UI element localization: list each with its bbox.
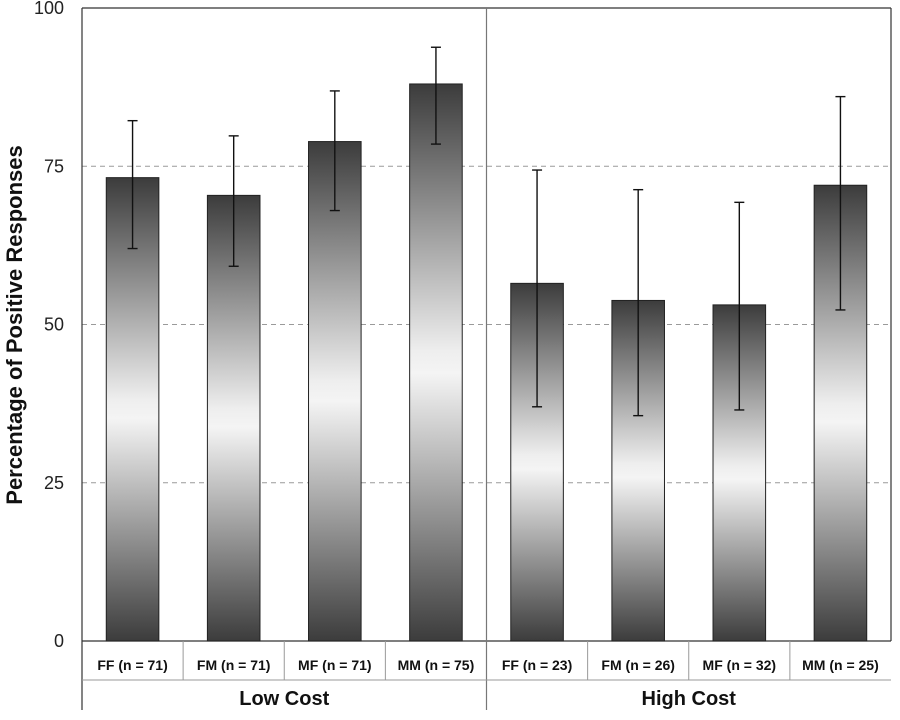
bar-0-2 [308,141,362,642]
plot-frame [81,7,892,710]
x-axis-category-labels: FF (n = 71) FM (n = 71) MF (n = 71) MM (n =… [97,657,878,673]
x-category-label-0-2: MF (n = 71) [298,657,372,673]
x-category-label-0-1: FM (n = 71) [197,657,271,673]
y-axis-ticks: 0 25 50 75 100 [34,0,64,651]
x-category-label-1-1: FM (n = 26) [601,657,675,673]
y-tick-label-50: 50 [44,315,64,335]
y-tick-label-75: 75 [44,156,64,176]
x-category-label-1-2: MF (n = 32) [703,657,777,673]
group-label-1: High Cost [642,688,737,710]
bar-0-3 [409,83,463,642]
x-category-label-0-3: MM (n = 75) [398,657,475,673]
x-axis-group-labels: Low Cost High Cost [239,688,736,710]
bar-0-1 [206,194,261,642]
error-bars [127,46,846,417]
y-tick-label-25: 25 [44,473,64,493]
bar-0-0 [105,177,160,642]
y-tick-label-100: 100 [34,0,64,18]
group-label-0: Low Cost [239,688,329,710]
y-axis-title: Percentage of Positive Responses [2,145,27,504]
x-category-label-1-3: MM (n = 25) [802,657,879,673]
x-category-label-1-0: FF (n = 23) [502,657,572,673]
x-category-label-0-0: FF (n = 71) [97,657,167,673]
y-tick-label-0: 0 [54,631,64,651]
